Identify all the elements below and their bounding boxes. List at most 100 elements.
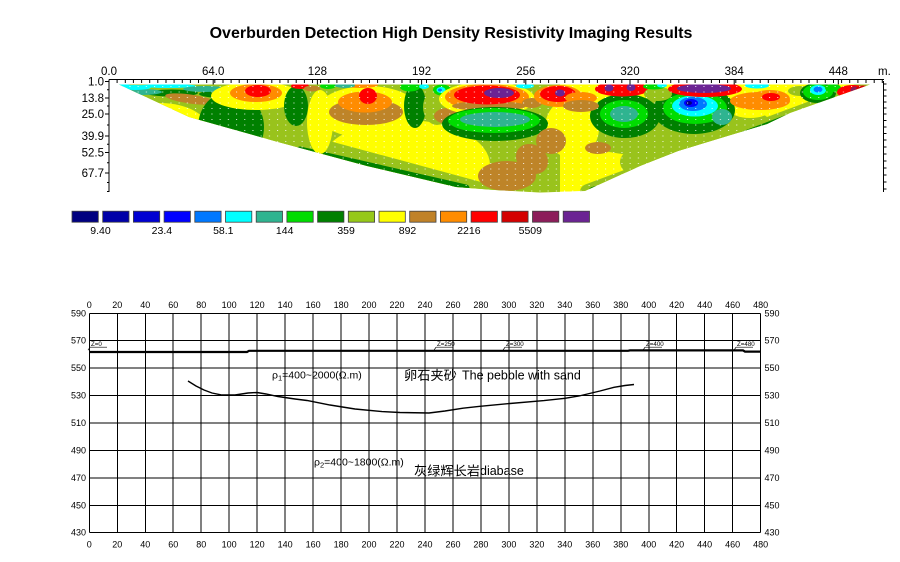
- svg-text:80: 80: [196, 300, 206, 310]
- svg-text:360: 360: [585, 300, 600, 310]
- svg-text:1.0: 1.0: [88, 77, 104, 89]
- svg-text:140: 140: [278, 300, 293, 310]
- svg-text:2216: 2216: [457, 225, 481, 237]
- svg-text:384: 384: [725, 66, 745, 78]
- svg-text:ρ2=400~1800(Ω.m): ρ2=400~1800(Ω.m): [314, 457, 404, 470]
- svg-text:20: 20: [112, 540, 122, 550]
- svg-text:480: 480: [753, 540, 768, 550]
- svg-text:0.0: 0.0: [101, 66, 117, 78]
- svg-text:550: 550: [71, 363, 86, 373]
- svg-text:ρ1=400~2000(Ω.m): ρ1=400~2000(Ω.m): [272, 370, 362, 383]
- svg-text:200: 200: [361, 300, 376, 310]
- svg-text:0: 0: [87, 300, 92, 310]
- svg-text:260: 260: [445, 300, 460, 310]
- svg-text:Z=250: Z=250: [437, 341, 455, 348]
- svg-text:40: 40: [140, 540, 150, 550]
- svg-text:400: 400: [641, 540, 656, 550]
- svg-text:570: 570: [71, 336, 86, 346]
- svg-text:460: 460: [725, 540, 740, 550]
- svg-text:340: 340: [557, 300, 572, 310]
- svg-text:360: 360: [585, 540, 600, 550]
- svg-text:180: 180: [334, 300, 349, 310]
- svg-text:470: 470: [71, 473, 86, 483]
- svg-text:23.4: 23.4: [152, 225, 173, 237]
- svg-text:380: 380: [613, 540, 628, 550]
- svg-text:300: 300: [501, 540, 516, 550]
- svg-text:220: 220: [389, 300, 404, 310]
- svg-text:280: 280: [473, 540, 488, 550]
- svg-text:300: 300: [501, 300, 516, 310]
- svg-text:60: 60: [168, 540, 178, 550]
- svg-text:450: 450: [765, 500, 780, 510]
- svg-text:0: 0: [87, 540, 92, 550]
- svg-text:320: 320: [620, 66, 639, 78]
- svg-text:diabase: diabase: [480, 464, 524, 478]
- svg-text:5509: 5509: [519, 225, 543, 237]
- svg-text:192: 192: [412, 66, 431, 78]
- svg-text:64.0: 64.0: [202, 66, 224, 78]
- svg-text:Z=300: Z=300: [506, 341, 524, 348]
- svg-text:9.40: 9.40: [90, 225, 111, 237]
- svg-text:140: 140: [278, 540, 293, 550]
- svg-text:20: 20: [112, 300, 122, 310]
- svg-text:13.8: 13.8: [82, 93, 104, 105]
- svg-text:380: 380: [613, 300, 628, 310]
- svg-text:100: 100: [222, 540, 237, 550]
- svg-text:530: 530: [71, 391, 86, 401]
- svg-text:260: 260: [445, 540, 460, 550]
- svg-text:440: 440: [697, 540, 712, 550]
- svg-text:58.1: 58.1: [213, 225, 234, 237]
- svg-text:100: 100: [222, 300, 237, 310]
- svg-text:240: 240: [417, 540, 432, 550]
- svg-text:67.7: 67.7: [82, 168, 104, 180]
- svg-text:280: 280: [473, 300, 488, 310]
- svg-text:460: 460: [725, 300, 740, 310]
- svg-text:52.5: 52.5: [82, 148, 104, 160]
- svg-text:480: 480: [753, 300, 768, 310]
- svg-text:490: 490: [765, 445, 780, 455]
- svg-text:320: 320: [529, 540, 544, 550]
- svg-text:240: 240: [417, 300, 432, 310]
- svg-text:470: 470: [765, 473, 780, 483]
- svg-text:220: 220: [389, 540, 404, 550]
- svg-text:The pebble with sand: The pebble with sand: [462, 369, 581, 383]
- svg-text:510: 510: [765, 418, 780, 428]
- svg-text:450: 450: [71, 500, 86, 510]
- svg-text:Z=480: Z=480: [737, 341, 755, 348]
- svg-text:Z=0: Z=0: [91, 341, 102, 348]
- svg-text:430: 430: [71, 528, 86, 538]
- svg-text:60: 60: [168, 300, 178, 310]
- svg-text:160: 160: [306, 540, 321, 550]
- svg-text:128: 128: [308, 66, 327, 78]
- svg-text:120: 120: [250, 540, 265, 550]
- svg-text:160: 160: [306, 300, 321, 310]
- svg-text:590: 590: [765, 308, 780, 318]
- svg-text:320: 320: [529, 300, 544, 310]
- svg-text:40: 40: [140, 300, 150, 310]
- svg-text:256: 256: [516, 66, 535, 78]
- svg-text:570: 570: [765, 336, 780, 346]
- svg-text:590: 590: [71, 308, 86, 318]
- svg-text:490: 490: [71, 445, 86, 455]
- svg-text:80: 80: [196, 540, 206, 550]
- svg-text:530: 530: [765, 391, 780, 401]
- svg-text:144: 144: [276, 225, 294, 237]
- svg-text:25.0: 25.0: [82, 109, 104, 121]
- svg-text:200: 200: [361, 540, 376, 550]
- svg-text:892: 892: [399, 225, 417, 237]
- svg-text:340: 340: [557, 540, 572, 550]
- svg-text:m.: m.: [878, 66, 891, 78]
- svg-text:359: 359: [337, 225, 355, 237]
- svg-text:420: 420: [669, 540, 684, 550]
- svg-text:120: 120: [250, 300, 265, 310]
- svg-text:39.9: 39.9: [82, 131, 104, 143]
- svg-text:420: 420: [669, 300, 684, 310]
- svg-text:430: 430: [765, 528, 780, 538]
- svg-text:510: 510: [71, 418, 86, 428]
- svg-text:400: 400: [641, 300, 656, 310]
- svg-text:180: 180: [334, 540, 349, 550]
- svg-text:448: 448: [829, 66, 848, 78]
- svg-text:550: 550: [765, 363, 780, 373]
- svg-text:Z=400: Z=400: [646, 341, 664, 348]
- svg-text:440: 440: [697, 300, 712, 310]
